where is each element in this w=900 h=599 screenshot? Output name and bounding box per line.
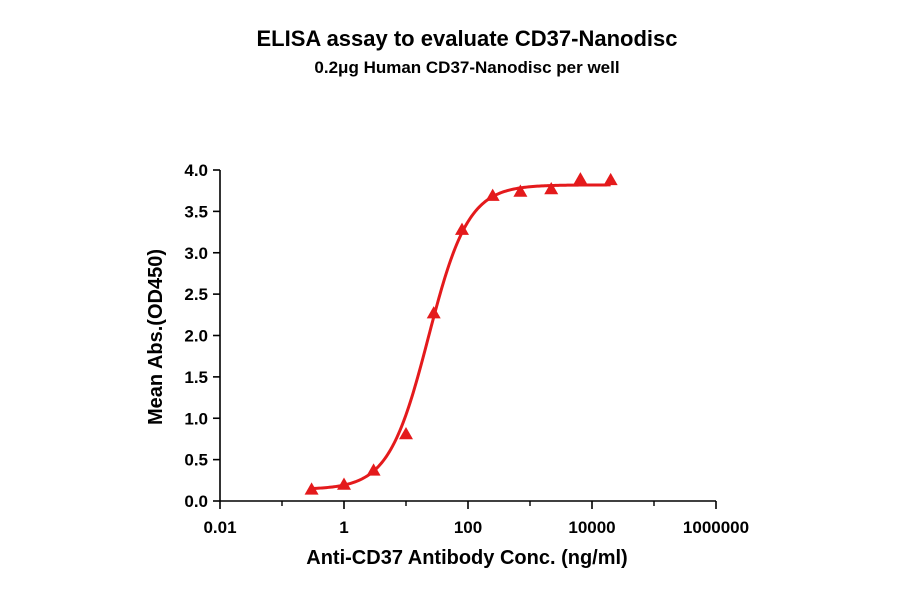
y-tick-label: 2.0 <box>184 327 208 346</box>
data-point-marker <box>454 222 469 235</box>
data-point-marker <box>366 463 381 476</box>
y-tick-label: 2.5 <box>184 285 208 304</box>
data-point-marker <box>337 477 351 490</box>
data-point-marker <box>544 182 559 195</box>
y-tick-label: 1.5 <box>184 368 208 387</box>
x-axis-label: Anti-CD37 Antibody Conc. (ng/ml) <box>306 547 627 569</box>
x-tick-label: 1 <box>339 518 348 537</box>
data-point-marker <box>426 306 441 319</box>
y-tick-label: 3.5 <box>184 202 208 221</box>
chart-subtitle: 0.2μg Human CD37-Nanodisc per well <box>314 58 619 77</box>
data-point-marker <box>399 426 413 440</box>
data-points <box>304 172 618 495</box>
x-tick-label: 0.01 <box>203 518 236 537</box>
data-point-marker <box>485 188 500 201</box>
data-point-marker <box>513 184 528 197</box>
y-axis-label: Mean Abs.(OD450) <box>145 249 167 425</box>
x-tick-label: 100 <box>454 518 482 537</box>
y-tick-label: 0.0 <box>184 492 208 511</box>
data-point-marker <box>603 172 618 186</box>
y-tick-label: 1.0 <box>184 409 208 428</box>
y-tick-label: 3.0 <box>184 244 208 263</box>
data-point-marker <box>573 172 588 185</box>
x-tick-label: 10000 <box>568 518 615 537</box>
chart-title: ELISA assay to evaluate CD37-Nanodisc <box>256 26 677 51</box>
x-tick-label: 1000000 <box>683 518 749 537</box>
y-tick-label: 4.0 <box>184 161 208 180</box>
axes: 0.0 0.5 1.0 1.5 2.0 2.5 3.0 3.5 4.0 0.01 1 100 10000… <box>184 161 749 537</box>
y-tick-label: 0.5 <box>184 451 208 470</box>
data-point-marker <box>304 482 319 495</box>
